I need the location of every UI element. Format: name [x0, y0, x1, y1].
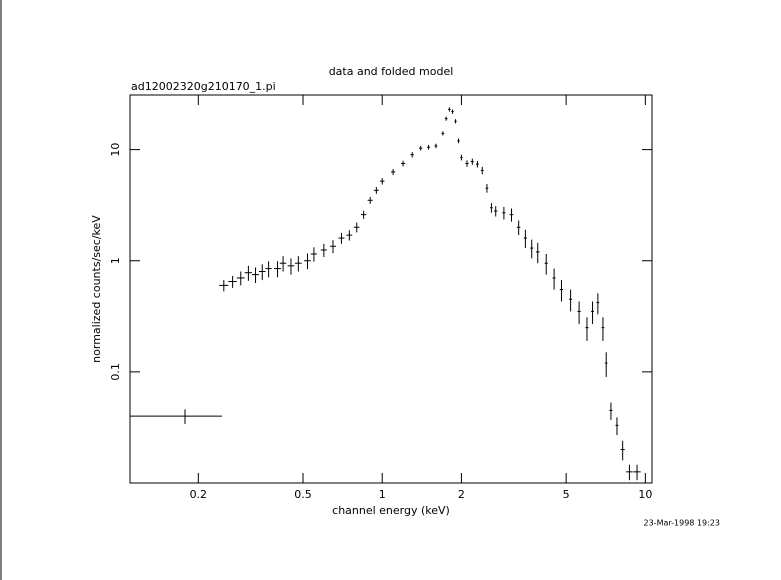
- y-tick-label: 0.1: [109, 363, 122, 381]
- plot-frame: [129, 94, 653, 484]
- x-tick-label: 10: [638, 488, 652, 501]
- y-tick-label: 10: [109, 143, 122, 157]
- x-axis-label: channel energy (keV): [332, 504, 450, 517]
- chart-subtitle: ad12002320g210170_1.pi: [131, 80, 276, 93]
- y-tick-label: 1: [109, 257, 122, 264]
- x-tick-label: 2: [458, 488, 465, 501]
- y-axis-label: normalized counts/sec/keV: [90, 215, 103, 363]
- x-tick-label: 5: [563, 488, 570, 501]
- chart-title: data and folded model: [329, 65, 454, 78]
- timestamp: 23-Mar-1998 19:23: [644, 519, 721, 528]
- x-tick-label: 0.2: [190, 488, 208, 501]
- x-tick-label: 0.5: [294, 488, 312, 501]
- x-tick-label: 1: [379, 488, 386, 501]
